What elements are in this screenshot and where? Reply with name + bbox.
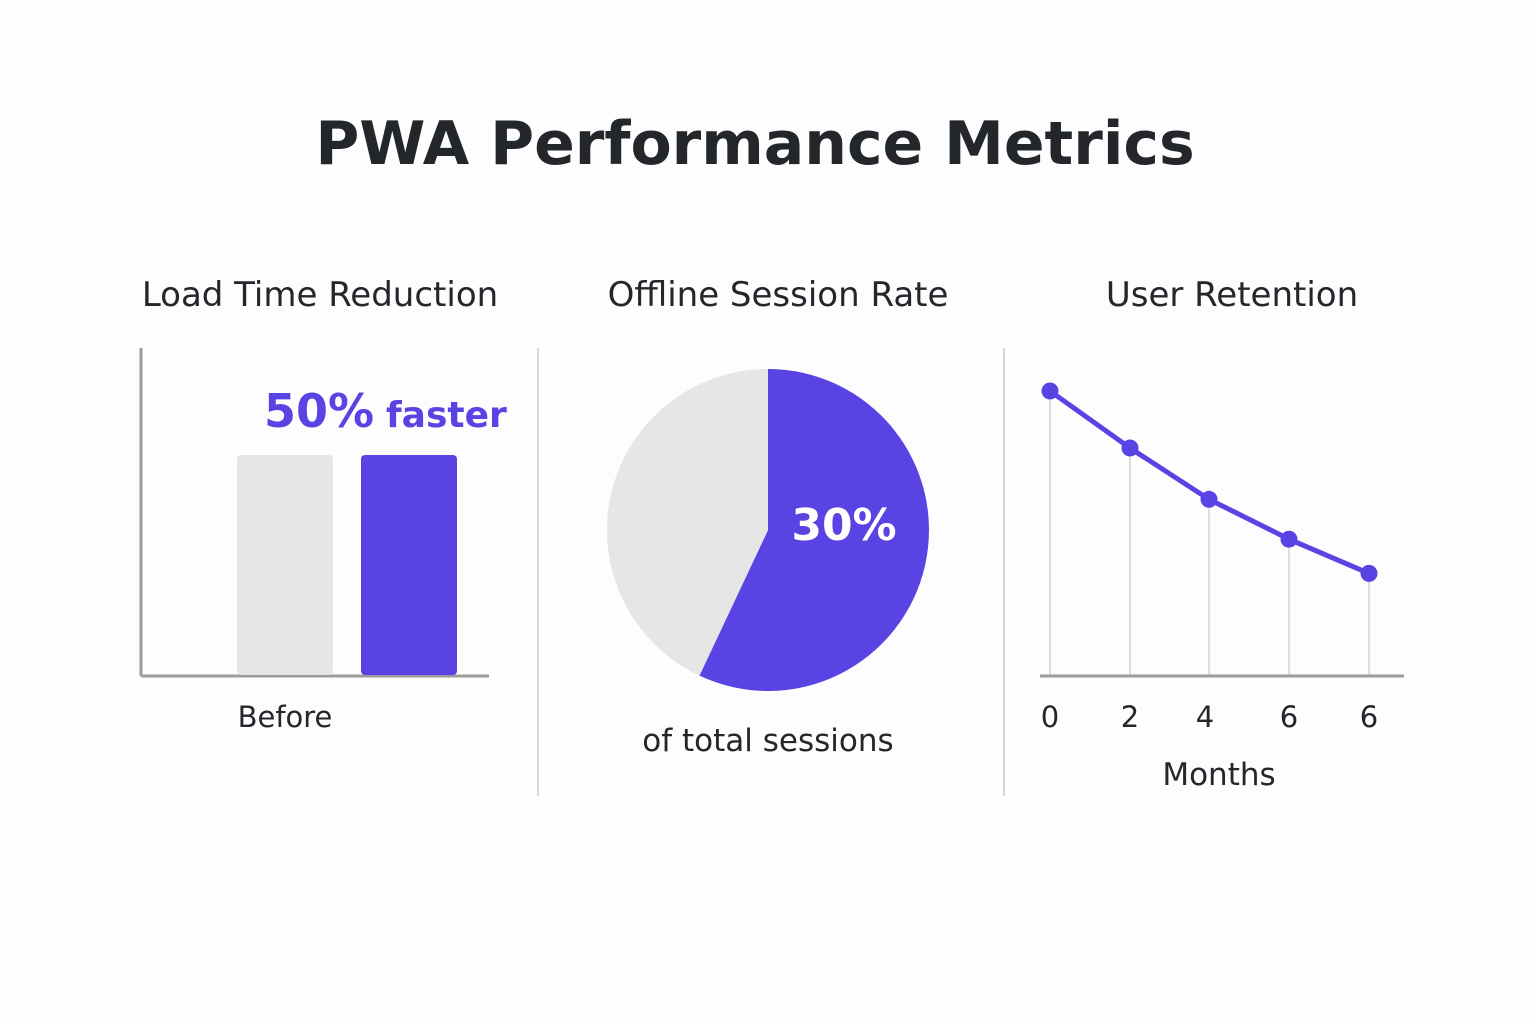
page-title: PWA Performance Metrics bbox=[315, 109, 1194, 179]
pie-chart-title: Offline Session Rate bbox=[608, 275, 949, 315]
pie-caption: of total sessions bbox=[642, 723, 893, 759]
line-points bbox=[1041, 382, 1378, 582]
bar-chart-title: Load Time Reduction bbox=[142, 275, 498, 315]
pie-slice-other bbox=[606, 368, 768, 676]
pie-slices bbox=[606, 368, 929, 691]
offline-session-panel: Offline Session Rate 30% of total sessio… bbox=[606, 275, 949, 759]
pie-slice-offline bbox=[699, 369, 929, 691]
line-point bbox=[1200, 490, 1218, 508]
bar-after bbox=[361, 455, 457, 675]
bar-annotation: 50% faster bbox=[264, 384, 507, 438]
line-tick-label-3: 6 bbox=[1280, 700, 1298, 734]
line-point bbox=[1121, 439, 1139, 457]
line-point bbox=[1360, 564, 1378, 582]
bar-annotation-value: 50% bbox=[264, 384, 374, 438]
line-tick-label-0: 0 bbox=[1041, 700, 1059, 734]
line-tick-label-4: 6 bbox=[1360, 700, 1378, 734]
user-retention-panel: User Retention 0 2 4 6 6 Months bbox=[1040, 275, 1404, 793]
line-x-axis-label: Months bbox=[1162, 757, 1275, 793]
line-tick-label-1: 2 bbox=[1121, 700, 1139, 734]
line-drop-lines bbox=[1049, 391, 1370, 676]
bar-category-label-before: Before bbox=[238, 700, 333, 734]
line-point bbox=[1041, 382, 1059, 400]
line-point bbox=[1280, 530, 1298, 548]
load-time-panel: Load Time Reduction Before 50% faster bbox=[139, 275, 507, 734]
line-tick-label-2: 4 bbox=[1196, 700, 1214, 734]
line-chart-title: User Retention bbox=[1106, 275, 1358, 315]
pie-center-label: 30% bbox=[791, 500, 896, 551]
bar-annotation-suffix: faster bbox=[386, 395, 507, 436]
bar-before bbox=[237, 455, 333, 675]
